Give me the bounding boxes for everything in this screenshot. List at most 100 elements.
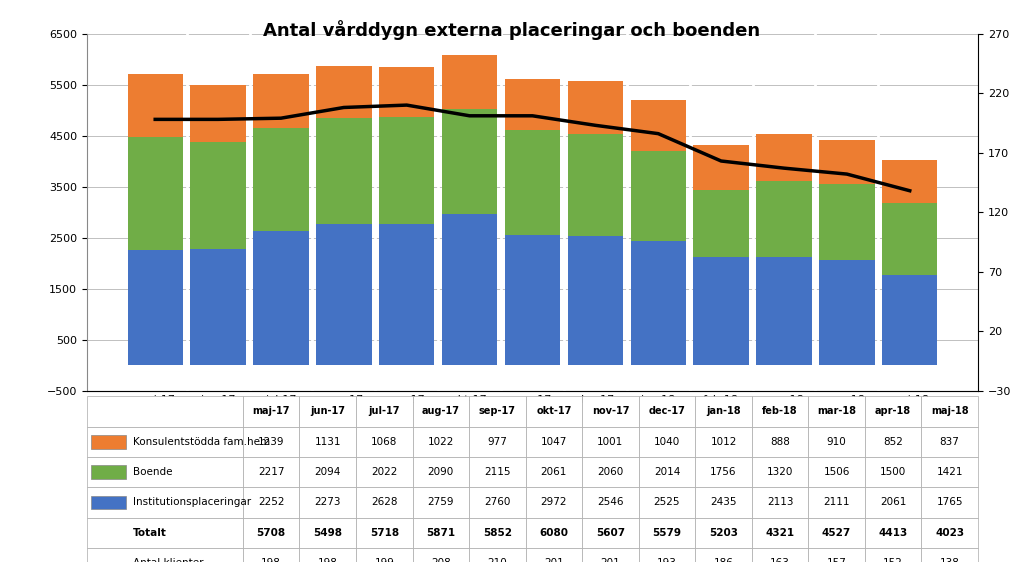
FancyBboxPatch shape [695,518,752,548]
Text: 2014: 2014 [653,467,680,477]
FancyBboxPatch shape [922,548,978,562]
FancyBboxPatch shape [922,487,978,518]
FancyBboxPatch shape [469,427,525,457]
Text: 2113: 2113 [767,497,794,507]
FancyBboxPatch shape [469,396,525,427]
FancyBboxPatch shape [413,487,469,518]
FancyBboxPatch shape [695,487,752,518]
Bar [128,74,183,137]
FancyBboxPatch shape [413,396,469,427]
FancyBboxPatch shape [469,457,525,487]
Text: Antal vårddygn externa placeringar och boenden: Antal vårddygn externa placeringar och b… [263,20,761,40]
Text: 152: 152 [883,558,903,562]
Text: 201: 201 [544,558,564,562]
FancyBboxPatch shape [695,548,752,562]
Text: Boende: Boende [133,467,172,477]
Text: 1756: 1756 [711,467,736,477]
FancyBboxPatch shape [525,487,583,518]
FancyBboxPatch shape [865,487,922,518]
Text: 1320: 1320 [767,467,794,477]
FancyBboxPatch shape [299,457,356,487]
FancyBboxPatch shape [639,548,695,562]
Bar [128,250,183,365]
FancyBboxPatch shape [695,396,752,427]
FancyBboxPatch shape [243,457,299,487]
Text: 4527: 4527 [822,528,851,538]
FancyBboxPatch shape [91,465,126,479]
Text: 2760: 2760 [484,497,511,507]
FancyBboxPatch shape [91,496,126,509]
FancyBboxPatch shape [525,457,583,487]
FancyBboxPatch shape [583,548,639,562]
Text: 5203: 5203 [709,528,738,538]
Text: 2525: 2525 [653,497,680,507]
FancyBboxPatch shape [583,518,639,548]
FancyBboxPatch shape [808,457,865,487]
Text: 852: 852 [883,437,903,447]
Text: jan-18: jan-18 [707,406,740,416]
Text: 1040: 1040 [654,437,680,447]
Bar [379,67,434,116]
Bar [757,134,812,181]
FancyBboxPatch shape [356,457,413,487]
Bar [253,128,308,231]
Text: 2273: 2273 [314,497,341,507]
FancyBboxPatch shape [243,548,299,562]
Text: 6080: 6080 [540,528,568,538]
FancyBboxPatch shape [243,427,299,457]
Text: feb-18: feb-18 [762,406,798,416]
Text: 1068: 1068 [371,437,397,447]
Text: dec-17: dec-17 [648,406,685,416]
FancyBboxPatch shape [87,487,243,518]
Text: 210: 210 [487,558,507,562]
Text: 2111: 2111 [823,497,850,507]
Bar [693,257,749,365]
Text: 837: 837 [940,437,959,447]
FancyBboxPatch shape [87,396,243,427]
FancyBboxPatch shape [525,548,583,562]
Text: Antal klienter: Antal klienter [133,558,204,562]
Text: 1131: 1131 [314,437,341,447]
Text: 2090: 2090 [428,467,454,477]
Bar [567,237,623,365]
Bar [190,85,246,142]
Bar [316,66,372,118]
FancyBboxPatch shape [922,457,978,487]
Bar [253,74,308,128]
Bar [316,224,372,365]
Bar [882,275,937,365]
Bar [379,224,434,365]
FancyBboxPatch shape [639,457,695,487]
Text: jul-17: jul-17 [369,406,400,416]
Text: 977: 977 [487,437,507,447]
Text: 2546: 2546 [597,497,624,507]
FancyBboxPatch shape [639,396,695,427]
Text: 5871: 5871 [426,528,456,538]
FancyBboxPatch shape [356,518,413,548]
Text: 2628: 2628 [371,497,397,507]
Bar [442,108,498,214]
FancyBboxPatch shape [243,396,299,427]
Text: 186: 186 [714,558,733,562]
Bar [631,151,686,241]
Text: 1500: 1500 [880,467,906,477]
Text: 2972: 2972 [541,497,567,507]
Bar [253,231,308,365]
Bar [190,142,246,249]
FancyBboxPatch shape [922,518,978,548]
Text: 2060: 2060 [597,467,624,477]
FancyBboxPatch shape [583,487,639,518]
FancyBboxPatch shape [639,518,695,548]
Text: 198: 198 [317,558,338,562]
Bar [505,130,560,235]
Text: apr-18: apr-18 [876,406,911,416]
Text: 2435: 2435 [711,497,736,507]
Bar [882,160,937,203]
Text: Totalt: Totalt [133,528,167,538]
Text: 910: 910 [826,437,847,447]
Bar [882,203,937,275]
Bar [693,145,749,190]
FancyBboxPatch shape [299,396,356,427]
Text: 2217: 2217 [258,467,285,477]
Text: 199: 199 [375,558,394,562]
